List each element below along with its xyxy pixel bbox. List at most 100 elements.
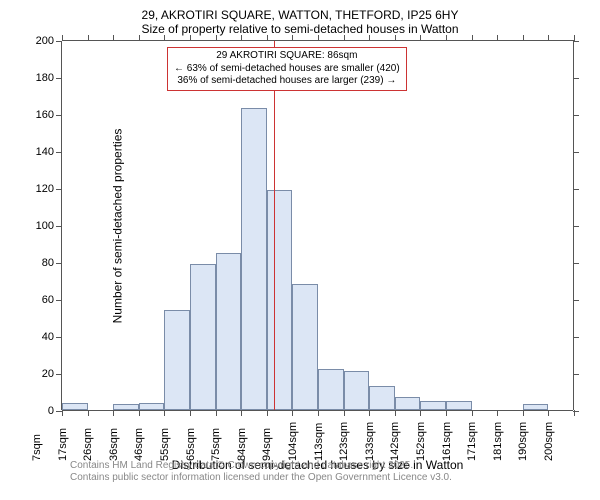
histogram-bar <box>216 253 242 410</box>
x-tick-top <box>164 35 165 41</box>
x-tick-top <box>267 35 268 41</box>
x-tick-label: 84sqm <box>236 411 248 461</box>
y-tick-label: 100 <box>36 220 54 232</box>
x-tick-top <box>369 35 370 41</box>
x-tick-label: 75sqm <box>210 411 222 461</box>
x-tick-top <box>420 35 421 41</box>
histogram-bar <box>420 401 446 410</box>
x-tick-label: 36sqm <box>108 411 120 461</box>
annotation-box: 29 AKROTIRI SQUARE: 86sqm← 63% of semi-d… <box>167 47 407 91</box>
x-tick-label: 152sqm <box>415 411 427 461</box>
y-tick <box>56 78 62 79</box>
y-tick <box>56 300 62 301</box>
histogram-bar <box>113 404 139 410</box>
histogram-bar <box>292 284 318 410</box>
x-tick-label: 133sqm <box>364 411 376 461</box>
x-tick-top <box>216 35 217 41</box>
x-tick-label: 161sqm <box>441 411 453 461</box>
y-tick-right <box>573 337 579 338</box>
histogram-bar <box>62 403 88 410</box>
annotation-line2: ← 63% of semi-detached houses are smalle… <box>174 63 400 76</box>
chart-container: 29, AKROTIRI SQUARE, WATTON, THETFORD, I… <box>10 8 590 488</box>
x-tick-label: 94sqm <box>261 411 273 461</box>
x-tick-top <box>318 35 319 41</box>
y-axis-label: Number of semi-detached properties <box>110 128 124 323</box>
footer-line2: Contains public sector information licen… <box>70 472 452 484</box>
y-tick <box>56 189 62 190</box>
x-tick-top <box>446 35 447 41</box>
chart-title-line2: Size of property relative to semi-detach… <box>10 22 590 36</box>
histogram-bar <box>318 369 344 410</box>
histogram-bar <box>164 310 190 410</box>
x-tick-label: 190sqm <box>517 411 529 461</box>
x-tick-top <box>292 35 293 41</box>
histogram-bar <box>446 401 472 410</box>
x-tick-top <box>139 35 140 41</box>
y-tick <box>56 41 62 42</box>
x-tick-label: 142sqm <box>389 411 401 461</box>
x-tick-top <box>190 35 191 41</box>
histogram-bar <box>523 404 549 410</box>
y-tick-right <box>573 374 579 375</box>
x-tick-label: 7sqm <box>31 411 43 461</box>
footer-text: Contains HM Land Registry data © Crown c… <box>70 460 452 484</box>
y-tick-label: 120 <box>36 183 54 195</box>
y-tick-label: 60 <box>42 294 54 306</box>
plot-area: Number of semi-detached properties Distr… <box>62 40 574 410</box>
y-tick-right <box>573 152 579 153</box>
histogram-bar <box>241 108 267 410</box>
x-tick-top <box>113 35 114 41</box>
y-tick-label: 180 <box>36 72 54 84</box>
x-tick-label: 181sqm <box>492 411 504 461</box>
y-tick-label: 160 <box>36 109 54 121</box>
x-tick-top <box>62 35 63 41</box>
y-tick <box>56 337 62 338</box>
y-tick <box>56 374 62 375</box>
histogram-bar <box>369 386 395 410</box>
y-tick-label: 80 <box>42 257 54 269</box>
footer-line1: Contains HM Land Registry data © Crown c… <box>70 460 452 472</box>
y-tick-right <box>573 41 579 42</box>
x-tick-label: 17sqm <box>57 411 69 461</box>
y-tick <box>56 152 62 153</box>
marker-line <box>274 41 275 410</box>
y-tick <box>56 115 62 116</box>
y-tick-right <box>573 300 579 301</box>
y-tick-right <box>573 263 579 264</box>
y-tick-label: 140 <box>36 146 54 158</box>
x-tick-top <box>344 35 345 41</box>
x-tick-top <box>241 35 242 41</box>
annotation-line3: 36% of semi-detached houses are larger (… <box>174 75 400 88</box>
x-tick-top <box>395 35 396 41</box>
x-tick-label: 65sqm <box>185 411 197 461</box>
x-tick-label: 55sqm <box>159 411 171 461</box>
x-tick-label: 113sqm <box>313 411 325 461</box>
histogram-bar <box>395 397 421 410</box>
y-tick-label: 200 <box>36 35 54 47</box>
y-tick-right <box>573 78 579 79</box>
y-tick-right <box>573 189 579 190</box>
x-tick-label: 200sqm <box>543 411 555 461</box>
annotation-line1: 29 AKROTIRI SQUARE: 86sqm <box>174 50 400 63</box>
x-tick-top <box>497 35 498 41</box>
y-tick <box>56 226 62 227</box>
y-tick-label: 0 <box>48 405 54 417</box>
y-tick <box>56 263 62 264</box>
y-tick-right <box>573 226 579 227</box>
y-tick-right <box>573 115 579 116</box>
x-tick-label: 104sqm <box>287 411 299 461</box>
x-tick-top <box>88 35 89 41</box>
x-tick-label: 123sqm <box>338 411 350 461</box>
x-tick-label: 46sqm <box>133 411 145 461</box>
x-tick-top <box>548 35 549 41</box>
chart-title-line1: 29, AKROTIRI SQUARE, WATTON, THETFORD, I… <box>10 8 590 22</box>
x-tick-top <box>574 35 575 41</box>
histogram-bar <box>139 403 165 410</box>
x-tick-label: 26sqm <box>82 411 94 461</box>
y-tick-label: 40 <box>42 331 54 343</box>
x-tick <box>574 410 575 416</box>
y-tick-label: 20 <box>42 368 54 380</box>
histogram-bar <box>267 190 293 410</box>
x-tick-label: 171sqm <box>466 411 478 461</box>
x-tick-top <box>523 35 524 41</box>
